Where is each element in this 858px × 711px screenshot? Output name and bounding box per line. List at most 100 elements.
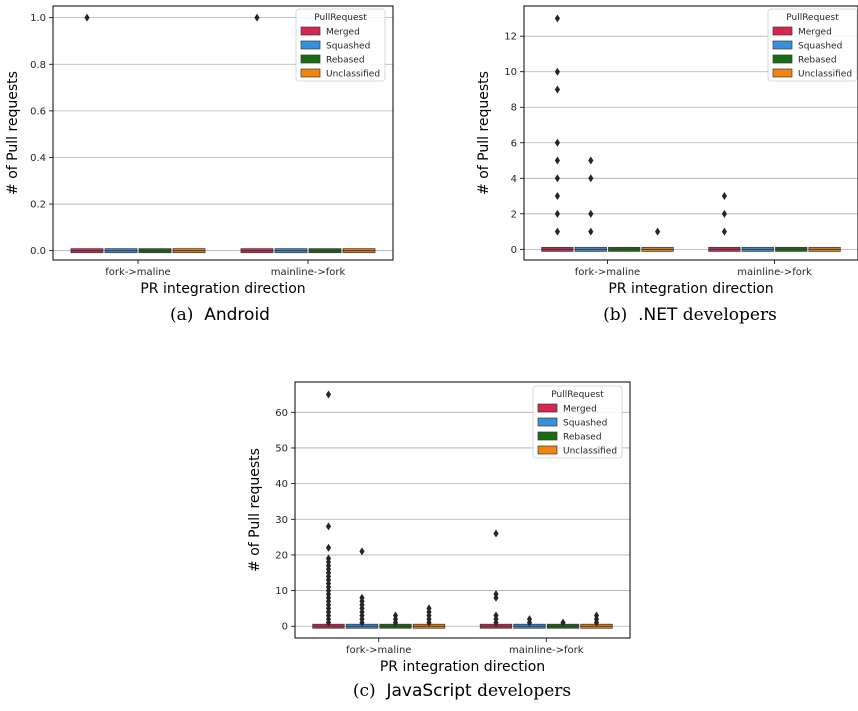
- legend-label: Rebased: [798, 56, 837, 66]
- caption: (b) .NET developers: [603, 305, 777, 325]
- y-tick-label: 1.0: [30, 13, 46, 24]
- outlier-point: [560, 618, 566, 627]
- outlier-point: [554, 192, 560, 201]
- x-tick-label: mainline->fork: [737, 267, 812, 278]
- legend-swatch-unclassified: [300, 68, 321, 78]
- y-tick-label: 8: [511, 103, 517, 114]
- outlier-point: [493, 529, 499, 538]
- legend-label: Squashed: [326, 42, 370, 52]
- legend-swatch-unclassified: [537, 445, 558, 455]
- outlier-point: [554, 156, 560, 165]
- outlier-point: [426, 604, 432, 613]
- y-tick-label: 30: [275, 515, 288, 526]
- y-axis-label: # of Pull requests: [5, 71, 21, 195]
- outlier-point: [593, 611, 600, 620]
- y-tick-label: 2: [511, 209, 517, 220]
- outlier-point: [588, 156, 594, 165]
- y-tick-label: 12: [504, 32, 517, 43]
- y-tick-label: 40: [275, 479, 288, 490]
- caption-name: Android: [204, 305, 270, 325]
- legend-label: Squashed: [563, 419, 607, 429]
- outlier-point: [554, 138, 560, 147]
- legend-swatch-rebased: [300, 54, 321, 64]
- legend-label: Merged: [326, 28, 360, 38]
- outlier-point: [554, 209, 560, 218]
- caption-prefix: (c): [353, 681, 376, 701]
- legend-label: Squashed: [798, 42, 842, 52]
- outlier-point: [554, 85, 560, 94]
- legend-title: PullRequest: [786, 13, 839, 23]
- y-tick-label: 0: [282, 622, 288, 633]
- outlier-point: [588, 227, 594, 236]
- outlier-point: [588, 209, 594, 218]
- outlier-point: [526, 615, 533, 624]
- x-axis-label: PR integration direction: [608, 281, 773, 297]
- outlier-point: [84, 13, 90, 22]
- outlier-point: [721, 209, 727, 218]
- plot-frame: [52, 5, 394, 261]
- caption-name: .NET: [638, 305, 678, 325]
- outlier-point: [325, 522, 332, 531]
- x-tick-label: fork->maline: [575, 267, 640, 278]
- y-tick-label: 0.8: [30, 60, 46, 71]
- chart-android: 0.0 0.2 0.4 0.6 0.8 1.0 fork->maline mainline->…: [5, 5, 394, 325]
- chart-dotnet: 0 2 4 6 8 10 12 fork->maline mainline->fork PR in…: [476, 5, 858, 325]
- y-tick-label: 0.4: [30, 153, 46, 164]
- plot-frame: [523, 5, 858, 261]
- y-tick-label: 10: [275, 586, 288, 597]
- caption-prefix: (b): [603, 305, 627, 325]
- outlier-point: [392, 611, 399, 620]
- y-axis-label: # of Pull requests: [247, 448, 263, 572]
- outlier-point: [554, 67, 560, 76]
- caption: (a) Android: [170, 305, 270, 325]
- y-tick-label: 0.6: [30, 106, 46, 117]
- x-tick-label: mainline->fork: [271, 267, 346, 278]
- legend-label: Merged: [798, 28, 832, 38]
- legend-label: Unclassified: [326, 70, 380, 80]
- outlier-point: [588, 174, 594, 183]
- outlier-point: [554, 227, 560, 236]
- caption: (c) JavaScript developers: [353, 681, 571, 701]
- y-tick-label: 50: [275, 443, 288, 454]
- caption-prefix: (a): [170, 305, 193, 325]
- x-tick-label: fork->maline: [105, 267, 170, 278]
- outlier-point: [325, 390, 332, 399]
- y-tick-label: 6: [511, 138, 517, 149]
- legend-label: Rebased: [563, 433, 602, 443]
- y-tick-label: 20: [275, 550, 288, 561]
- legend-swatch-unclassified: [772, 68, 793, 78]
- x-tick-label: fork->maline: [346, 645, 411, 656]
- y-tick-label: 60: [275, 408, 288, 419]
- legend-swatch-squashed: [300, 40, 321, 50]
- y-tick-label: 0.0: [30, 246, 46, 257]
- caption-name: JavaScript: [385, 681, 472, 701]
- plot-frame: [294, 381, 631, 639]
- outlier-point: [721, 227, 727, 236]
- y-tick-label: 10: [504, 67, 517, 78]
- legend: PullRequest Merged Squashed Rebased Unclassi…: [767, 8, 858, 82]
- legend-swatch-squashed: [537, 417, 558, 427]
- legend-swatch-rebased: [537, 431, 558, 441]
- y-tick-label: 4: [511, 174, 517, 185]
- x-axis-label: PR integration direction: [380, 659, 545, 675]
- outlier-point: [721, 192, 727, 201]
- outlier-point: [493, 611, 499, 620]
- caption-suffix: developers: [472, 681, 571, 701]
- legend-label: Unclassified: [798, 70, 852, 80]
- legend-label: Rebased: [326, 56, 365, 66]
- outlier-point: [554, 174, 560, 183]
- legend: PullRequest Merged Squashed Rebased Unclassi…: [295, 8, 386, 82]
- outlier-point: [655, 227, 661, 236]
- legend: PullRequest Merged Squashed Rebased Unclassi…: [532, 385, 623, 459]
- outlier-point: [359, 593, 365, 602]
- x-tick-label: mainline->fork: [509, 645, 584, 656]
- legend-swatch-rebased: [772, 54, 793, 64]
- outlier-point: [359, 547, 365, 556]
- legend-title: PullRequest: [551, 390, 604, 400]
- y-tick-label: 0.2: [30, 200, 46, 211]
- outlier-point: [325, 554, 332, 563]
- caption-suffix: developers: [677, 305, 776, 325]
- legend-label: Unclassified: [563, 447, 617, 457]
- legend-swatch-merged: [772, 26, 793, 36]
